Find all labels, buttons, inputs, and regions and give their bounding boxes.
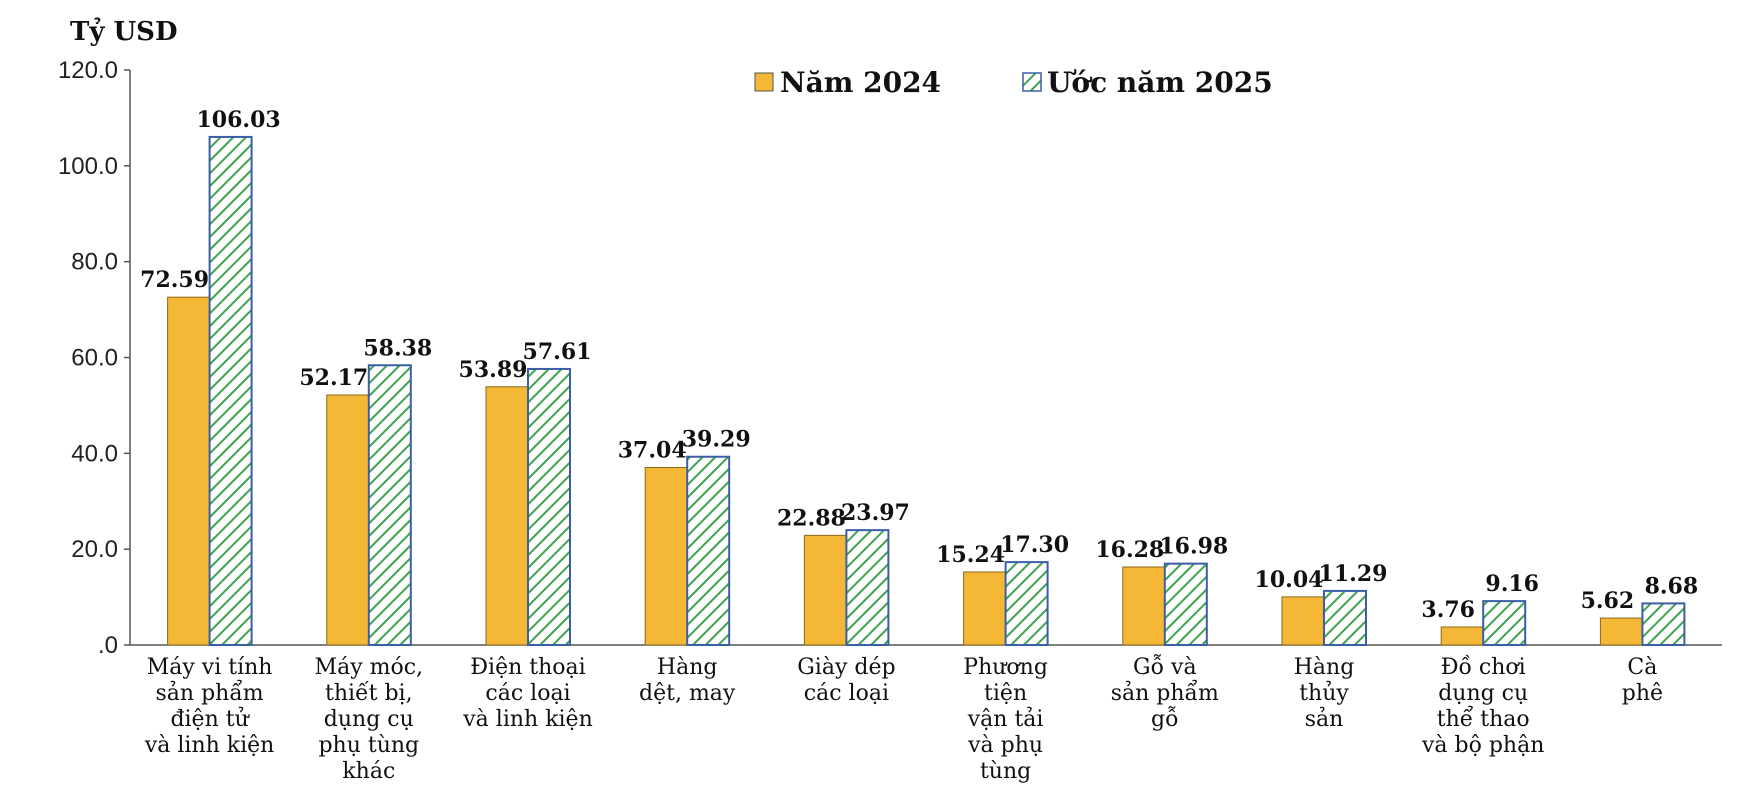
bar-nam-2024 <box>167 296 211 646</box>
y-tick-label: 80.0 <box>71 249 118 276</box>
bar-uoc-nam-2025 <box>367 364 412 646</box>
value-label-nam-2024: 5.62 <box>1581 588 1635 614</box>
bar-uoc-nam-2025 <box>1323 589 1367 647</box>
legend-swatch-nam-2024 <box>754 72 774 92</box>
value-label-uoc-nam-2025: 11.29 <box>1319 561 1388 587</box>
bar-uoc-nam-2025 <box>1004 561 1049 647</box>
value-label-nam-2024: 15.24 <box>936 542 1005 568</box>
value-label-nam-2024: 37.04 <box>618 438 687 464</box>
y-tick-label: 20.0 <box>71 536 118 563</box>
bar-uoc-nam-2025 <box>1163 562 1208 647</box>
bar-nam-2024 <box>1281 596 1325 646</box>
value-label-nam-2024: 3.76 <box>1421 597 1475 623</box>
value-label-nam-2024: 52.17 <box>299 365 368 391</box>
y-axis: 120.0 100.0 80.0 60.0 40.0 20.0 .0 <box>58 57 1722 659</box>
x-category-label: Giày dép các loại <box>797 655 895 706</box>
y-tick-label: 60.0 <box>71 345 118 372</box>
bar-nam-2024 <box>326 394 370 646</box>
value-label-uoc-nam-2025: 8.68 <box>1645 573 1699 599</box>
legend-swatch-uoc-nam-2025 <box>1022 72 1042 92</box>
value-label-uoc-nam-2025: 16.98 <box>1159 534 1228 560</box>
x-category-label: Máy móc, thiết bị, dụng cụ phụ tùng khác <box>315 655 424 784</box>
x-category-label: Điện thoại các loại và linh kiện <box>462 655 593 732</box>
bar-uoc-nam-2025 <box>686 455 731 646</box>
x-category-label: Phương tiện vận tải và phụ tùng <box>963 655 1048 784</box>
y-tick-label: 40.0 <box>71 440 118 467</box>
legend-label-uoc-nam-2025: Ước năm 2025 <box>1047 66 1273 99</box>
value-label-uoc-nam-2025: 9.16 <box>1485 571 1539 597</box>
y-axis-label: Tỷ USD <box>70 16 178 47</box>
legend-label-nam-2024: Năm 2024 <box>780 66 941 99</box>
y-tick-label: 120.0 <box>58 57 118 84</box>
value-label-uoc-nam-2025: 17.30 <box>1000 532 1069 558</box>
x-category-label: Hàng thủy sản <box>1294 655 1355 732</box>
value-label-nam-2024: 53.89 <box>459 357 528 383</box>
value-label-nam-2024: 72.59 <box>140 267 209 293</box>
bar-uoc-nam-2025 <box>1641 602 1686 646</box>
value-label-nam-2024: 10.04 <box>1255 567 1324 593</box>
legend: Năm 2024 Ước năm 2025 <box>754 66 1273 99</box>
value-label-nam-2024: 16.28 <box>1095 537 1164 563</box>
x-category-label: Máy vi tính sản phẩm điện tử và linh kiện <box>144 655 275 758</box>
bar-nam-2024 <box>485 386 529 646</box>
x-category-label: Gỗ và sản phẩm gỗ <box>1111 654 1219 732</box>
x-category-label: Hàng dệt, may <box>639 655 736 706</box>
value-label-uoc-nam-2025: 58.38 <box>363 335 432 361</box>
x-category-label: Cà phê <box>1622 655 1663 706</box>
y-tick-label: 100.0 <box>58 153 118 180</box>
value-label-uoc-nam-2025: 39.29 <box>682 427 751 453</box>
bar-nam-2024 <box>1599 617 1643 646</box>
bar-uoc-nam-2025 <box>527 367 571 646</box>
bars <box>167 135 1686 647</box>
bar-nam-2024 <box>1440 626 1484 646</box>
value-label-uoc-nam-2025: 23.97 <box>841 500 910 526</box>
y-tick-label: .0 <box>98 632 118 659</box>
bar-nam-2024 <box>1122 566 1166 646</box>
value-label-uoc-nam-2025: 106.03 <box>196 107 280 133</box>
bar-uoc-nam-2025 <box>845 529 890 646</box>
value-label-uoc-nam-2025: 57.61 <box>523 339 592 365</box>
bar-uoc-nam-2025 <box>1482 600 1527 647</box>
bar-nam-2024 <box>644 467 688 646</box>
value-label-nam-2024: 22.88 <box>777 505 846 531</box>
bar-nam-2024 <box>963 571 1007 646</box>
bar-uoc-nam-2025 <box>208 135 253 647</box>
x-axis-labels: Máy vi tính sản phẩm điện tử và linh kiện Má… <box>144 654 1663 784</box>
bar-nam-2024 <box>803 534 847 646</box>
x-category-label: Đồ chơi dụng cụ thể thao và bộ phận <box>1421 654 1544 758</box>
